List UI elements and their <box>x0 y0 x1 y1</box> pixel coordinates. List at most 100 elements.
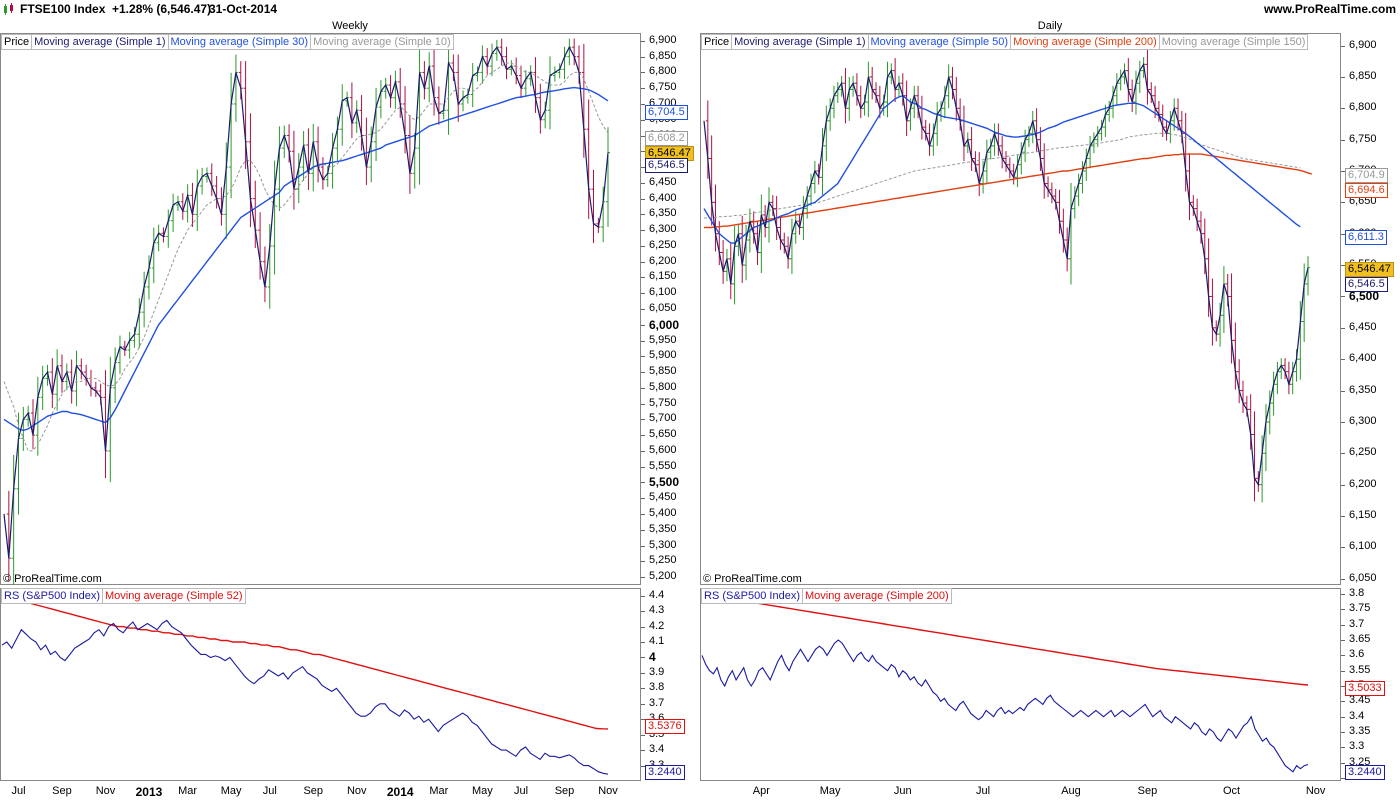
y-tick-label: 5,750 <box>649 396 677 409</box>
ohlc-bar <box>311 123 316 192</box>
y-tick-mark <box>641 387 645 389</box>
y-tick-mark <box>1341 233 1345 235</box>
y-tick-label: 5,200 <box>649 570 677 583</box>
y-tick-label: 6,850 <box>649 49 677 62</box>
ohlc-bar <box>601 186 606 243</box>
legend-ma10: Moving average (Simple 10) <box>310 34 454 50</box>
y-tick-label: 6,150 <box>1349 509 1377 521</box>
legend-rs: RS (S&P500 Index) <box>701 588 803 604</box>
ma-mid-line <box>703 94 1301 244</box>
ohlc-bar <box>127 331 132 359</box>
y-tick-mark <box>641 135 645 137</box>
y-tick-label: 5,400 <box>649 507 677 520</box>
y-tick-mark <box>1341 594 1345 596</box>
y-tick-label: 6,200 <box>1349 477 1377 490</box>
y-tick-label: 3.4 <box>649 743 665 756</box>
x-tick-label: Oct <box>1222 785 1241 797</box>
ohlc-bar <box>84 364 89 386</box>
y-tick-mark <box>1341 108 1345 110</box>
x-tick-label: Sep <box>303 785 324 797</box>
ohlc-bar <box>432 48 437 116</box>
legend-ma50: Moving average (Simple 50) <box>867 34 1012 50</box>
y-tick-mark <box>641 611 645 613</box>
daily-rs-legend: RS (S&P500 Index) Moving average (Simple … <box>701 588 952 604</box>
plot-frame <box>0 33 641 585</box>
y-tick-label: 6,750 <box>649 81 677 94</box>
y-tick-mark <box>1341 390 1345 392</box>
y-tick-label: 3.45 <box>1349 694 1371 707</box>
ohlc-bar <box>59 354 64 393</box>
daily-rs-chart[interactable] <box>700 588 1341 781</box>
site-link[interactable]: www.ProRealTime.com <box>1263 2 1396 16</box>
ohlc-bar <box>519 65 524 99</box>
y-tick-label: 6,000 <box>649 317 680 332</box>
y-tick-mark <box>641 545 645 547</box>
daily-price-y-axis: 6,9006,8506,8006,7506,7006,6506,6006,550… <box>1341 33 1400 585</box>
legend-price: Price <box>701 34 733 50</box>
y-tick-label: 6,750 <box>1349 132 1377 145</box>
legend-price: Price <box>1 34 33 50</box>
y-tick-mark <box>641 765 645 767</box>
ohlc-bar <box>21 406 26 451</box>
ohlc-bar <box>291 130 296 210</box>
weekly-credit: © ProRealTime.com <box>3 573 102 585</box>
ohlc-bar <box>451 54 456 82</box>
daily-ma200-value: 6,694.6 <box>1345 183 1388 198</box>
y-tick-label: 5,800 <box>649 380 677 393</box>
y-tick-mark <box>641 734 645 736</box>
y-tick-mark <box>641 482 645 484</box>
y-tick-mark <box>641 324 645 326</box>
ohlc-bar <box>470 62 475 108</box>
daily-price-value: 6,546.47 <box>1345 262 1394 277</box>
y-tick-label: 6,200 <box>649 254 677 267</box>
y-tick-label: 3.3 <box>1349 740 1365 753</box>
rs-line <box>1 619 609 775</box>
y-tick-mark <box>1341 624 1345 626</box>
weekly-price-chart[interactable] <box>0 33 641 585</box>
y-tick-label: 4.2 <box>649 619 665 632</box>
legend-ma150: Moving average (Simple 150) <box>1158 34 1309 50</box>
y-tick-label: 6,300 <box>649 223 677 236</box>
weekly-x-axis: Jul Sep Nov 2013 Mar May Jul Sep Nov 2014 Mar May Ju… <box>0 784 641 800</box>
y-tick-mark <box>641 498 645 500</box>
x-tick-label: Jul <box>976 785 991 797</box>
x-tick-label: May <box>819 785 841 797</box>
ohlc-bar <box>74 350 79 407</box>
y-tick-label: 6,350 <box>649 207 677 220</box>
y-tick-label: 6,100 <box>1349 540 1377 553</box>
ohlc-bar <box>543 101 548 129</box>
y-tick-label: 3.9 <box>649 665 665 678</box>
weekly-rs-value: 3.2440 <box>645 765 685 780</box>
y-tick-label: 5,300 <box>649 538 677 551</box>
y-tick-mark <box>1341 421 1345 423</box>
ma-grey-line <box>3 62 609 452</box>
y-tick-mark <box>1341 777 1345 779</box>
y-tick-label: 6,400 <box>1349 352 1377 365</box>
x-tick-label: 2013 <box>135 785 163 799</box>
y-tick-mark <box>1341 76 1345 78</box>
date-label: 31-Oct-2014 <box>209 2 278 16</box>
rs-ma-line <box>701 593 1309 686</box>
y-tick-label: 5,950 <box>649 333 677 346</box>
y-tick-mark <box>641 435 645 437</box>
y-tick-mark <box>1341 484 1345 486</box>
weekly-rs-chart[interactable] <box>0 588 641 781</box>
daily-price-chart[interactable] <box>700 33 1341 585</box>
weekly-ma30-value: 6,704.5 <box>645 105 688 120</box>
ohlc-bar <box>320 157 325 190</box>
y-tick-mark <box>641 56 645 58</box>
ohlc-bar <box>103 370 108 479</box>
ohlc-bar <box>171 193 176 232</box>
y-tick-label: 6,250 <box>649 238 677 251</box>
y-tick-mark <box>641 261 645 263</box>
y-tick-mark <box>641 595 645 597</box>
ohlc-bar <box>117 335 122 374</box>
daily-price-legend: Price Moving average (Simple 1) Moving ave… <box>701 34 1309 50</box>
y-tick-mark <box>641 719 645 721</box>
ohlc-bar <box>306 128 311 190</box>
daily-title: Daily <box>1037 20 1063 32</box>
x-tick-label: Nov <box>346 785 367 797</box>
x-tick-label: Sep <box>554 785 575 797</box>
legend-rs-ma200: Moving average (Simple 200) <box>802 588 952 604</box>
y-tick-mark <box>641 642 645 644</box>
